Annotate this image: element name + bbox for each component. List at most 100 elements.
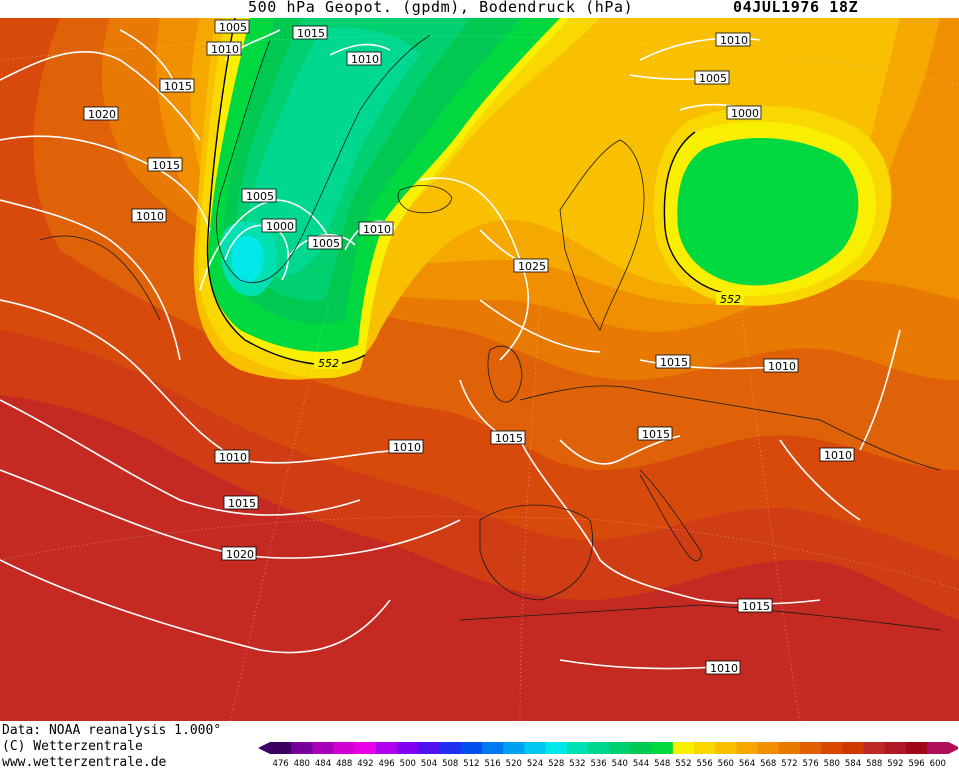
title-bar: 500 hPa Geopot. (gpdm), Bodendruck (hPa)… xyxy=(0,0,959,18)
legend-swatch xyxy=(439,742,462,754)
isobar-label: 1025 xyxy=(513,258,549,273)
legend-level-label: 520 xyxy=(506,759,522,769)
legend-level-label: 576 xyxy=(802,759,818,769)
legend-swatch xyxy=(524,742,547,754)
legend-level-label: 500 xyxy=(400,759,416,769)
legend-level-label: 556 xyxy=(696,759,712,769)
weather-map[interactable]: 1005 1015 1010 1010 1015 1020 1015 1010 … xyxy=(0,18,959,721)
isobar-label: 1015 xyxy=(147,157,183,172)
legend-arrow-right xyxy=(948,742,958,754)
legend-swatch xyxy=(354,742,377,754)
legend-swatch xyxy=(312,742,335,754)
data-credit: Data: NOAA reanalysis 1.000° xyxy=(2,723,222,738)
isobar-label: 1020 xyxy=(221,546,257,561)
legend-swatch xyxy=(291,742,313,754)
isobar-label: 1005 xyxy=(694,70,730,85)
iceland-coast xyxy=(397,185,453,214)
isobar-label: 1010 xyxy=(763,358,799,373)
isobar-label: 1010 xyxy=(715,32,751,47)
north-africa xyxy=(459,604,941,631)
legend-level-label: 592 xyxy=(887,759,903,769)
legend-swatch xyxy=(672,742,695,754)
svg-text:1005: 1005 xyxy=(246,190,274,203)
legend-level-label: 552 xyxy=(675,759,691,769)
svg-text:1015: 1015 xyxy=(152,159,180,172)
legend-level-label: 584 xyxy=(845,759,861,769)
svg-text:1015: 1015 xyxy=(297,27,325,40)
legend-swatch xyxy=(460,742,483,754)
svg-text:1010: 1010 xyxy=(219,451,247,464)
svg-text:1015: 1015 xyxy=(495,432,523,445)
legend-swatch xyxy=(333,742,356,754)
coastlines xyxy=(39,34,941,631)
band-536 xyxy=(246,27,420,277)
legend-swatch xyxy=(736,742,759,754)
svg-text:1015: 1015 xyxy=(164,80,192,93)
svg-text:1010: 1010 xyxy=(393,441,421,454)
legend-level-label: 524 xyxy=(527,759,543,769)
legend-level-label: 480 xyxy=(294,759,310,769)
legend-level-label: 508 xyxy=(442,759,458,769)
legend-level-label: 548 xyxy=(654,759,670,769)
greenland-coast xyxy=(216,34,431,283)
legend-level-label: 580 xyxy=(824,759,840,769)
color-legend: 476 480 484 488 492 496 500 504 508 512 516 520 524 5… xyxy=(258,742,958,769)
isobar-label: 1010 xyxy=(358,221,394,236)
legend-level-label: 540 xyxy=(612,759,628,769)
legend-swatch xyxy=(884,742,907,754)
isobar-label: 1015 xyxy=(490,430,526,445)
svg-text:1010: 1010 xyxy=(136,210,164,223)
copyright-credit: (C) Wetterzentrale xyxy=(2,739,143,754)
legend-swatch xyxy=(715,742,737,754)
pressure-labels: 1005 1015 1010 1010 1015 1020 1015 1010 … xyxy=(83,19,855,675)
legend-swatch xyxy=(651,742,674,754)
legend-swatch xyxy=(482,742,504,754)
svg-text:1010: 1010 xyxy=(363,223,391,236)
legend-swatch xyxy=(927,742,949,754)
isobar-label: 1010 xyxy=(206,41,242,56)
mainland-europe xyxy=(519,385,941,471)
isobar-label: 1010 xyxy=(705,660,741,675)
geopotential-shading xyxy=(0,18,959,721)
isobar-label: 1000 xyxy=(261,218,297,233)
svg-text:1010: 1010 xyxy=(710,662,738,675)
legend-level-label: 588 xyxy=(866,759,882,769)
legend-swatches xyxy=(258,742,958,754)
isobar-label: 1010 xyxy=(131,208,167,223)
lat-lon-grid xyxy=(0,35,959,721)
svg-text:1000: 1000 xyxy=(731,107,759,120)
legend-swatch xyxy=(418,742,441,754)
legend-swatch xyxy=(270,742,292,754)
isobar-label: 1015 xyxy=(655,354,691,369)
legend-swatch xyxy=(376,742,398,754)
isobar-label: 1015 xyxy=(292,25,328,40)
iberia-coast xyxy=(479,504,593,601)
legend-level-label: 532 xyxy=(569,759,585,769)
legend-swatch xyxy=(842,742,865,754)
legend-level-label: 564 xyxy=(739,759,755,769)
legend-level-label: 504 xyxy=(421,759,437,769)
svg-text:1015: 1015 xyxy=(642,428,670,441)
map-date: 04JUL1976 18Z xyxy=(733,0,859,16)
svg-text:1015: 1015 xyxy=(228,497,256,510)
legend-arrow-left xyxy=(258,742,270,754)
legend-level-label: 488 xyxy=(336,759,352,769)
svg-text:552: 552 xyxy=(318,357,339,370)
svg-text:1005: 1005 xyxy=(219,21,247,34)
legend-level-label: 536 xyxy=(590,759,606,769)
legend-level-label: 484 xyxy=(315,759,331,769)
legend-level-label: 516 xyxy=(484,759,500,769)
legend-swatch xyxy=(397,742,419,754)
svg-text:1010: 1010 xyxy=(768,360,796,373)
legend-swatch xyxy=(778,742,801,754)
legend-level-label: 600 xyxy=(930,759,946,769)
isobar-label: 1015 xyxy=(223,495,259,510)
legend-swatch xyxy=(694,742,716,754)
map-title: 500 hPa Geopot. (gpdm), Bodendruck (hPa) xyxy=(248,0,634,16)
legend-swatch xyxy=(609,742,631,754)
labrador xyxy=(39,235,161,321)
svg-text:1020: 1020 xyxy=(226,548,254,561)
svg-text:1010: 1010 xyxy=(824,449,852,462)
geopotential-label: 552 xyxy=(314,356,342,370)
isobar-label: 1010 xyxy=(388,439,424,454)
